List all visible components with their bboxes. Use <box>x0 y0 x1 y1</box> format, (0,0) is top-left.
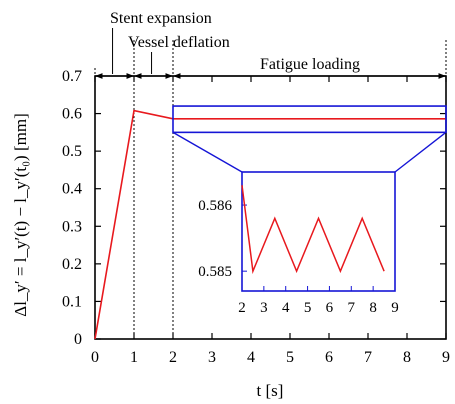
y-tick-labels: 0 0.1 0.2 0.3 0.4 0.5 0.6 0.7 <box>62 68 82 348</box>
inset-x-tick-label: 3 <box>260 300 268 316</box>
x-tick-label: 9 <box>442 349 450 366</box>
phase-label-fatigue-loading: Fatigue loading <box>260 56 360 73</box>
x-tick-label: 6 <box>325 349 333 366</box>
y-tick-label: 0.3 <box>62 218 82 235</box>
x-tick-label: 1 <box>130 349 138 366</box>
inset-series-line <box>241 185 385 275</box>
inset-y-tick-labels: 0.586 0.585 <box>198 198 232 280</box>
main-series-line <box>94 109 446 340</box>
x-tick-label: 0 <box>91 349 99 366</box>
x-tick-label: 8 <box>403 349 411 366</box>
x-axis-label: t [s] <box>257 381 284 400</box>
zoom-connector-line <box>172 131 243 173</box>
y-tick-label: 0.7 <box>62 68 82 85</box>
y-tick-label: 0.2 <box>62 256 82 273</box>
y-tick-label: 0.5 <box>62 143 82 160</box>
zoom-connector-line <box>394 131 447 173</box>
y-tick-label: 0.6 <box>62 106 82 123</box>
zoom-connector <box>172 131 447 173</box>
inset-x-tick-label: 6 <box>326 300 334 316</box>
y-tick-label: 0.4 <box>62 181 82 198</box>
y-axis-label: Δl_y′ = l_y′(t) − l_y′(t₀) [mm] <box>11 113 30 316</box>
y-tick-label: 0 <box>74 331 82 348</box>
phase-label-vessel-deflation: Vessel deflation <box>128 34 230 51</box>
inset-frame <box>241 171 396 292</box>
x-tick-label: 2 <box>169 349 177 366</box>
x-tick-label: 4 <box>247 349 255 366</box>
phase-arrows <box>95 28 446 79</box>
inset-x-tick-label: 9 <box>391 300 399 316</box>
zoom-region-box <box>172 105 447 134</box>
y-tick-label: 0.1 <box>62 293 82 310</box>
x-tick-label: 3 <box>208 349 216 366</box>
inset-ticks <box>241 204 396 291</box>
phase-label-stent-expansion: Stent expansion <box>110 10 212 27</box>
inset-x-tick-label: 2 <box>238 300 246 316</box>
x-tick-labels: 0 1 2 3 4 5 6 7 8 9 <box>91 349 450 366</box>
x-tick-label: 7 <box>364 349 372 366</box>
inset-x-tick-label: 5 <box>304 300 312 316</box>
inset-x-tick-label: 8 <box>369 300 377 316</box>
inset-y-tick-label: 0.586 <box>198 198 232 214</box>
inset-y-tick-label: 0.585 <box>198 264 232 280</box>
x-tick-label: 5 <box>286 349 294 366</box>
inset-x-tick-label: 4 <box>282 300 290 316</box>
inset-x-tick-label: 7 <box>348 300 356 316</box>
